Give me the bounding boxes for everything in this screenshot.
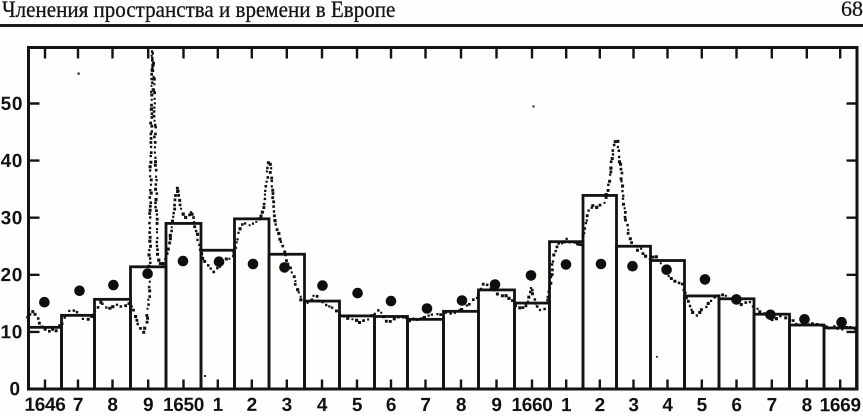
svg-text:5: 5 [352,395,363,416]
svg-text:1650: 1650 [163,395,204,416]
svg-text:1660: 1660 [511,395,552,416]
svg-text:8: 8 [456,395,466,416]
svg-text:3: 3 [628,395,638,416]
svg-text:6: 6 [731,395,741,416]
svg-text:2: 2 [247,395,257,416]
svg-text:30: 30 [1,208,23,229]
svg-text:3: 3 [282,395,292,416]
svg-text:2: 2 [595,395,605,416]
svg-text:10: 10 [1,322,23,343]
svg-text:0: 0 [9,379,20,400]
svg-text:5: 5 [697,395,708,416]
svg-text:1646: 1646 [24,395,65,416]
svg-text:50: 50 [1,94,23,115]
svg-text:20: 20 [1,265,23,286]
svg-text:7: 7 [73,395,83,416]
svg-text:9: 9 [143,395,153,416]
svg-text:1: 1 [561,395,572,416]
svg-text:40: 40 [1,151,23,172]
svg-text:4: 4 [662,395,673,416]
svg-text:1: 1 [213,395,224,416]
svg-text:4: 4 [317,395,328,416]
svg-text:7: 7 [767,395,777,416]
svg-text:8: 8 [107,395,117,416]
svg-text:9: 9 [491,395,501,416]
svg-text:1669: 1669 [820,395,861,416]
svg-text:6: 6 [386,395,396,416]
svg-text:7: 7 [420,395,430,416]
svg-text:8: 8 [802,395,812,416]
